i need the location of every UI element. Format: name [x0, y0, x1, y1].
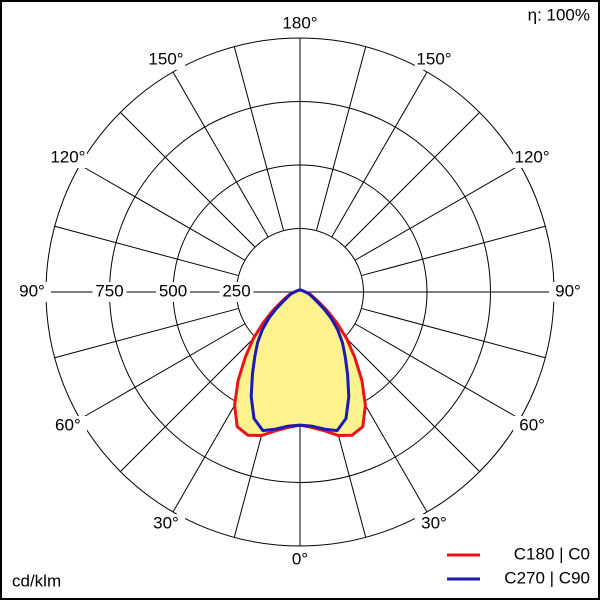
label-bg [13, 282, 51, 302]
label-bg [415, 514, 453, 535]
area [300, 290, 349, 431]
label-bg [281, 14, 319, 34]
spoke [315, 46, 367, 231]
label-bg [513, 416, 552, 436]
angle-label: 150° [148, 49, 183, 68]
spoke [120, 112, 256, 248]
spoke [172, 71, 269, 238]
label-bg [549, 282, 587, 302]
label-bg [147, 49, 185, 70]
angle-label: 90° [555, 281, 581, 300]
legend-label: C270 | C90 [504, 568, 590, 587]
angle-label: 30° [153, 514, 179, 533]
angle-label: 150° [416, 49, 451, 68]
spoke [331, 71, 428, 238]
angle-label: 180° [282, 13, 317, 32]
r-tick-label: 250 [222, 281, 250, 300]
spoke [354, 164, 521, 261]
curve [249, 288, 302, 433]
efficiency-label: η: 100% [528, 5, 590, 24]
label-bg [48, 148, 87, 168]
angle-label: 120° [515, 147, 550, 166]
r-tick-label: 750 [95, 281, 123, 300]
area [251, 290, 300, 431]
label-bg [48, 416, 87, 436]
label-bg [147, 514, 185, 535]
label-bg [92, 282, 127, 302]
spoke [54, 307, 239, 359]
label-bg [219, 282, 254, 302]
label-bg [281, 550, 319, 570]
spoke [344, 112, 480, 248]
spoke [79, 164, 246, 261]
curves [233, 288, 367, 437]
label-bg [513, 148, 552, 168]
spoke [54, 225, 239, 277]
spoke [120, 336, 256, 472]
angle-label: 60° [55, 415, 81, 434]
spoke [344, 336, 480, 472]
spoke [233, 46, 285, 231]
label-bg [415, 49, 453, 70]
angle-label: 0° [292, 549, 308, 568]
angle-label: 120° [50, 147, 85, 166]
angle-label: 90° [19, 281, 45, 300]
spoke [361, 225, 546, 277]
legend-label: C180 | C0 [514, 544, 590, 563]
angle-label: 60° [519, 415, 545, 434]
label-bg [156, 282, 190, 302]
spoke [361, 307, 546, 359]
spoke [354, 323, 521, 420]
labels: 0° 30° 30° 60° 60° 90° 90° 120° 120° 150° 150° 180°… [13, 13, 587, 570]
r-tick-label: 500 [159, 281, 187, 300]
spoke [79, 323, 246, 420]
angle-label: 30° [421, 514, 447, 533]
unit-label: cd/klm [12, 571, 61, 590]
curve [298, 288, 351, 433]
